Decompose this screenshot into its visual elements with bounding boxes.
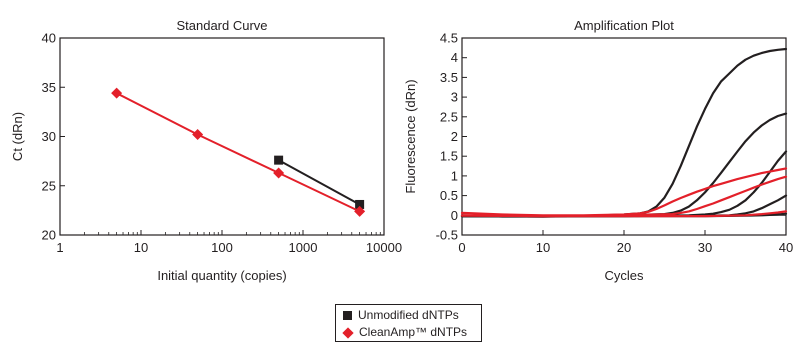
data-point-square	[274, 155, 284, 165]
series-line	[460, 150, 788, 218]
x-axis-label: Initial quantity (copies)	[157, 268, 286, 283]
y-tick-label: 35	[42, 80, 56, 95]
x-tick-label: 1	[56, 240, 63, 255]
x-tick-label: 100	[211, 240, 233, 255]
series-line	[460, 167, 788, 217]
y-axis-label: Ct (dRn)	[10, 112, 25, 161]
y-tick-label: 2	[451, 129, 458, 144]
y-tick-label: 40	[42, 31, 56, 46]
standard-curve-chart: Standard Curve 1 10 100 1000 10000 20 25 30 35 40 I…	[10, 18, 402, 283]
legend: Unmodified dNTPs CleanAmp™ dNTPs	[335, 304, 482, 342]
x-tick-label: 30	[698, 240, 712, 255]
plot-frame	[59, 37, 385, 236]
y-tick-label: 4	[451, 50, 458, 65]
chart-title: Standard Curve	[176, 18, 267, 33]
y-tick-label: 0.5	[440, 188, 458, 203]
y-tick-label: 3.5	[440, 70, 458, 85]
legend-item-unmodified: Unmodified dNTPs	[343, 307, 459, 323]
series-line	[115, 92, 361, 213]
y-tick-label: 30	[42, 129, 56, 144]
x-tick-label: 20	[617, 240, 631, 255]
series-line	[460, 47, 788, 218]
data-point-diamond	[273, 167, 285, 179]
y-tick-label: 25	[42, 178, 56, 193]
y-tick-label: 20	[42, 228, 56, 243]
x-tick-label: 10	[536, 240, 550, 255]
x-tick-label: 10000	[366, 240, 402, 255]
x-tick-label: 10	[134, 240, 148, 255]
series-line	[460, 112, 788, 218]
legend-square-marker	[343, 311, 352, 321]
x-tick-label: 1000	[289, 240, 318, 255]
y-tick-label: 3	[451, 90, 458, 105]
legend-label-unmodified: Unmodified dNTPs	[358, 308, 459, 322]
series-line	[277, 159, 361, 206]
y-tick-label: 2.5	[440, 109, 458, 124]
data-point-square	[355, 199, 365, 209]
y-tick-label: 1.5	[440, 149, 458, 164]
series-line	[460, 210, 788, 218]
series-line	[460, 175, 788, 218]
x-tick-label: 40	[779, 240, 793, 255]
chart-title: Amplification Plot	[574, 18, 674, 33]
y-tick-label: 4.5	[440, 31, 458, 46]
data-point-diamond	[192, 129, 204, 141]
x-tick-label: 0	[458, 240, 465, 255]
y-tick-label: 0	[451, 208, 458, 223]
legend-diamond-marker	[342, 327, 354, 339]
y-axis-label: Fluorescence (dRn)	[403, 79, 418, 193]
data-point-diamond	[354, 205, 366, 217]
y-tick-label: 1	[451, 168, 458, 183]
legend-label-cleanamp: CleanAmp™ dNTPs	[359, 325, 468, 339]
legend-item-cleanamp: CleanAmp™ dNTPs	[342, 324, 468, 340]
y-tick-label: -0.5	[436, 228, 458, 243]
data-point-diamond	[111, 87, 123, 99]
x-axis-label: Cycles	[604, 268, 644, 283]
